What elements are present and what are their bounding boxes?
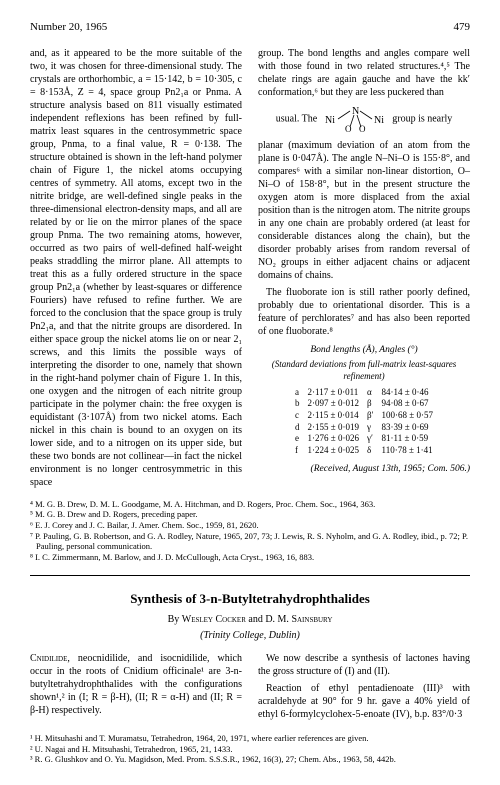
ref-line: ² U. Nagai and H. Mitsuhashi, Tetrahedro… xyxy=(30,744,470,755)
ref-line: ⁷ P. Pauling, G. B. Robertson, and G. A.… xyxy=(30,531,470,552)
table-cell: a xyxy=(291,387,304,399)
table-row: e1·276 ± 0·026γ′81·11 ± 0·59 xyxy=(291,433,437,445)
bond-table: a2·117 ± 0·011α84·14 ± 0·46b2·097 ± 0·01… xyxy=(291,387,437,457)
svg-text:O: O xyxy=(359,124,366,133)
table-subcaption: (Standard deviations from full-matrix le… xyxy=(258,359,470,382)
ref-line: ⁸ I. C. Zimmermann, M. Barlow, and J. D.… xyxy=(30,552,470,563)
table-cell: 2·155 ± 0·019 xyxy=(304,422,363,434)
refs-block-1: ⁴ M. G. B. Drew, D. M. L. Goodgame, M. A… xyxy=(30,499,470,563)
table-cell: e xyxy=(291,433,304,445)
page-number: 479 xyxy=(454,20,471,35)
table-cell: γ′ xyxy=(363,433,378,445)
table-cell: β′ xyxy=(363,410,378,422)
col4-p2: Reaction of ethyl pentadienoate (III)³ w… xyxy=(258,682,470,721)
col4-p1: We now describe a synthesis of lactones … xyxy=(258,652,470,678)
table-cell: 2·115 ± 0·014 xyxy=(304,410,363,422)
table-cell: β xyxy=(363,398,378,410)
table-row: a2·117 ± 0·011α84·14 ± 0·46 xyxy=(291,387,437,399)
issue-label: Number 20, 1965 xyxy=(30,20,107,35)
table-cell: 1·276 ± 0·026 xyxy=(304,433,363,445)
molecule-icon: Ni N Ni O O xyxy=(320,105,390,133)
table-cell: 1·224 ± 0·025 xyxy=(304,445,363,457)
received-line: (Received, August 13th, 1965; Com. 506.) xyxy=(258,463,470,475)
table-cell: 2·097 ± 0·012 xyxy=(304,398,363,410)
inline-diagram: usual. The Ni N Ni O O group is nearly xyxy=(258,105,470,133)
table-cell: 81·11 ± 0·59 xyxy=(378,433,437,445)
svg-text:Ni: Ni xyxy=(374,115,384,126)
col2-p2: planar (maximum deviation of an atom fro… xyxy=(258,139,470,282)
svg-text:N: N xyxy=(352,106,359,117)
col3-p1: Cnidilide, neocnidilide, and isocnidilid… xyxy=(30,652,242,717)
article2-affil: (Trinity College, Dublin) xyxy=(30,629,470,643)
article2-authors: By Wesley Cocker and D. M. Sainsbury xyxy=(30,613,470,627)
table-cell: d xyxy=(291,422,304,434)
ref-line: ¹ H. Mitsuhashi and T. Muramatsu, Tetrah… xyxy=(30,733,470,744)
table-row: b2·097 ± 0·012β94·08 ± 0·67 xyxy=(291,398,437,410)
col1-p1: and, as it appeared to be the more suita… xyxy=(30,47,242,489)
ref-line: ⁵ M. G. B. Drew and D. Rogers, preceding… xyxy=(30,509,470,520)
table-cell: c xyxy=(291,410,304,422)
author-names: Wesley Cocker xyxy=(182,614,246,625)
table-cell: α xyxy=(363,387,378,399)
table-cell: 83·39 ± 0·69 xyxy=(378,422,437,434)
diag-text-right: group is nearly xyxy=(392,113,452,124)
table-cell: 110·78 ± 1·41 xyxy=(378,445,437,457)
table-caption: Bond lengths (Å), Angles (°) xyxy=(258,344,470,356)
ref-line: ⁴ M. G. B. Drew, D. M. L. Goodgame, M. A… xyxy=(30,499,470,510)
diag-text-left: usual. The xyxy=(276,113,317,124)
table-cell: f xyxy=(291,445,304,457)
svg-text:O: O xyxy=(345,124,352,133)
body-columns: and, as it appeared to be the more suita… xyxy=(30,47,470,489)
table-cell: δ xyxy=(363,445,378,457)
table-cell: 2·117 ± 0·011 xyxy=(304,387,363,399)
table-cell: γ xyxy=(363,422,378,434)
svg-text:Ni: Ni xyxy=(325,115,335,126)
table-row: d2·155 ± 0·019γ83·39 ± 0·69 xyxy=(291,422,437,434)
table-cell: 84·14 ± 0·46 xyxy=(378,387,437,399)
article2-columns: Cnidilide, neocnidilide, and isocnidilid… xyxy=(30,652,470,723)
ref-line: ⁶ E. J. Corey and J. C. Bailar, J. Amer.… xyxy=(30,520,470,531)
table-row: c2·115 ± 0·014β′100·68 ± 0·57 xyxy=(291,410,437,422)
table-cell: 94·08 ± 0·67 xyxy=(378,398,437,410)
table-cell: 100·68 ± 0·57 xyxy=(378,410,437,422)
refs-block-2: ¹ H. Mitsuhashi and T. Muramatsu, Tetrah… xyxy=(30,733,470,765)
separator xyxy=(30,575,470,576)
article2-title: Synthesis of 3-n-Butyltetrahydrophthalid… xyxy=(30,590,470,608)
table-cell: b xyxy=(291,398,304,410)
col2-p3: The fluoborate ion is still rather poorl… xyxy=(258,286,470,338)
table-row: f1·224 ± 0·025δ110·78 ± 1·41 xyxy=(291,445,437,457)
col2-p1: group. The bond lengths and angles compa… xyxy=(258,47,470,99)
ref-line: ³ R. G. Glushkov and O. Yu. Magidson, Me… xyxy=(30,754,470,765)
